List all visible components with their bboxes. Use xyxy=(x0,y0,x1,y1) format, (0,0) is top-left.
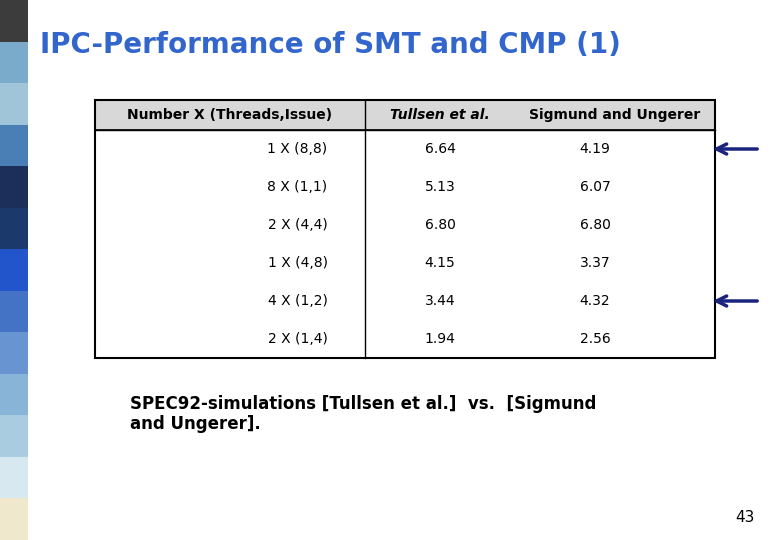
Bar xyxy=(95,100,715,130)
Text: 3.37: 3.37 xyxy=(580,256,610,270)
Text: Tullsen et al.: Tullsen et al. xyxy=(390,108,490,122)
Text: 43: 43 xyxy=(736,510,755,525)
Text: 6.07: 6.07 xyxy=(580,180,611,194)
Text: 6.80: 6.80 xyxy=(580,218,611,232)
Bar xyxy=(0,498,28,540)
Text: 3.44: 3.44 xyxy=(424,294,456,308)
Text: 4.19: 4.19 xyxy=(580,142,611,156)
Text: 2 X (4,4): 2 X (4,4) xyxy=(268,218,328,232)
Text: 1.94: 1.94 xyxy=(424,332,456,346)
Text: 4.32: 4.32 xyxy=(580,294,610,308)
Bar xyxy=(0,208,28,249)
Text: 4 X (1,2): 4 X (1,2) xyxy=(268,294,328,308)
Text: 6.64: 6.64 xyxy=(424,142,456,156)
Bar xyxy=(0,374,28,415)
Bar xyxy=(0,291,28,332)
Text: 2 X (1,4): 2 X (1,4) xyxy=(268,332,328,346)
Text: SPEC92-simulations [Tullsen et al.]  vs.  [Sigmund: SPEC92-simulations [Tullsen et al.] vs. … xyxy=(130,395,597,413)
Text: 6.80: 6.80 xyxy=(424,218,456,232)
Text: Sigmund and Ungerer: Sigmund and Ungerer xyxy=(530,108,700,122)
Text: 5.13: 5.13 xyxy=(424,180,456,194)
Text: and Ungerer].: and Ungerer]. xyxy=(130,415,261,433)
Text: Number X (Threads,Issue): Number X (Threads,Issue) xyxy=(127,108,332,122)
Bar xyxy=(0,415,28,457)
Text: IPC-Performance of SMT and CMP (1): IPC-Performance of SMT and CMP (1) xyxy=(40,31,621,59)
Bar xyxy=(0,332,28,374)
Bar xyxy=(0,0,28,42)
Bar xyxy=(95,100,715,358)
Bar xyxy=(0,83,28,125)
Text: 1 X (8,8): 1 X (8,8) xyxy=(268,142,328,156)
Text: 8 X (1,1): 8 X (1,1) xyxy=(268,180,328,194)
Text: 1 X (4,8): 1 X (4,8) xyxy=(268,256,328,270)
Bar xyxy=(0,125,28,166)
Bar xyxy=(0,457,28,498)
Bar xyxy=(0,249,28,291)
Bar xyxy=(0,42,28,83)
Text: 2.56: 2.56 xyxy=(580,332,611,346)
Bar xyxy=(0,166,28,208)
Text: 4.15: 4.15 xyxy=(424,256,456,270)
